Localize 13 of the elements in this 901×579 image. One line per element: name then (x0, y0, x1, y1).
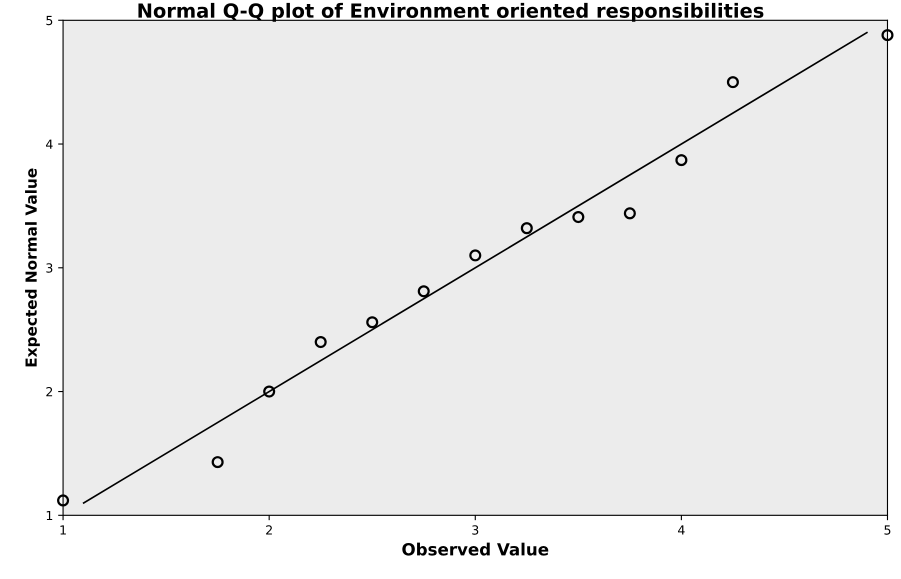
x-tick-label: 4 (678, 525, 685, 535)
chart-title: Normal Q-Q plot of Environment oriented responsibilities (138, 2, 764, 22)
x-tick-label: 5 (884, 525, 890, 535)
y-tick-label: 5 (46, 16, 52, 26)
y-tick-label: 2 (46, 387, 52, 396)
x-tick-label: 2 (266, 525, 272, 535)
x-tick-label: 3 (472, 525, 478, 535)
x-tick-label: 1 (60, 525, 66, 535)
y-tick-label: 4 (46, 140, 53, 149)
x-axis-title: Observed Value (402, 542, 548, 556)
y-tick-label: 1 (46, 510, 52, 520)
y-axis-title: Expected Normal Value (25, 168, 40, 366)
y-tick-label: 3 (46, 263, 52, 273)
